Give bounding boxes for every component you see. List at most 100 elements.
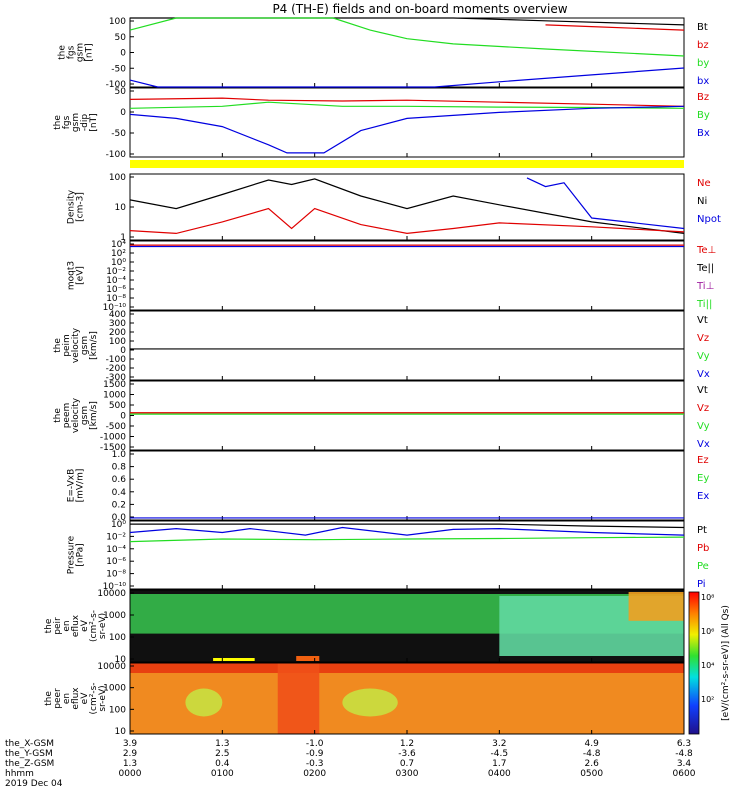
y-tick-label: 0 [120, 346, 126, 356]
y-axis-label: thepeirenefluxeV(cm²-s-sr-eV) [44, 610, 108, 642]
legend-entry: Pt [697, 525, 707, 536]
legend-entry: Te⊥ [696, 245, 716, 256]
y-axis-label-line: (cm²-s- [89, 610, 99, 642]
ephemeris-value: 0600 [673, 769, 696, 779]
ephemeris-value: 0.7 [400, 759, 414, 769]
y-tick-label: 1000 [103, 684, 126, 694]
y-axis-label-line: en [62, 620, 72, 631]
y-axis-label-line: eV [80, 619, 90, 632]
y-tick-label: -50 [111, 129, 126, 139]
y-axis-label: thepeimvelocitygsm[km/s] [53, 327, 99, 363]
ephemeris-value: -3.6 [398, 749, 416, 759]
legend-entry: Ti|| [696, 299, 712, 310]
y-tick-label: 10⁻⁶ [106, 285, 126, 295]
y-axis-label-line: eflux [71, 687, 81, 710]
y-axis-label: Density[cm-3] [67, 189, 86, 224]
y-tick-label: 1000 [103, 391, 126, 401]
peer-spectrogram-top [130, 663, 684, 673]
date-label: 2019 Dec 04 [5, 779, 63, 789]
y-axis-label-line: sr-eV) [98, 685, 108, 711]
y-axis-label-line: peem [62, 403, 72, 429]
y-tick-label: 10⁴ [111, 240, 126, 250]
y-axis-label-line: the [44, 691, 54, 706]
y-axis-label-line: Density [67, 189, 77, 224]
legend-entry: Pi [697, 579, 706, 590]
y-axis-label-line: [nT] [89, 113, 99, 131]
y-tick-label: -100 [106, 355, 127, 365]
y-axis-label: thepeemvelocitygsm[km/s] [53, 397, 99, 433]
panels-group: thefgsgsm[nT]100500-50-100Btbzbybxthefgs… [44, 17, 731, 737]
peir-low-energy-mark [213, 658, 255, 661]
series-line-pressure-Pi [129, 526, 685, 536]
y-tick-label: 10 [115, 655, 127, 665]
colorbar-tick-label: 10⁸ [701, 593, 714, 602]
ephemeris-value: -1.0 [306, 739, 324, 749]
y-tick-label: 1.0 [112, 450, 127, 460]
ephemeris-table: the_X-GSMthe_Y-GSMthe_Z-GSMhhmm3.92.91.3… [5, 739, 696, 789]
y-axis-label-line: [km/s] [89, 331, 99, 360]
ephemeris-value: 3.4 [677, 759, 692, 769]
ephemeris-row-label: the_X-GSM [5, 739, 54, 749]
y-axis-label-line: [nT] [85, 43, 95, 61]
y-tick-label: 10⁰ [111, 258, 126, 268]
y-tick-label: -1500 [100, 443, 126, 453]
legend-entry: Ti⊥ [696, 281, 714, 292]
panel-frame-efield [129, 450, 685, 521]
y-tick-label: 50 [115, 33, 127, 43]
ephemeris-value: 2.6 [585, 759, 600, 769]
y-axis-label-line: gsm [76, 43, 86, 62]
y-tick-label: 10 [115, 727, 127, 737]
y-axis-label-line: the [53, 408, 63, 423]
y-tick-label: 0.4 [112, 488, 127, 498]
y-axis-label-line: the [53, 115, 63, 130]
y-tick-label: 200 [109, 328, 126, 338]
ephemeris-value: 2.5 [215, 749, 229, 759]
legend-entry: By [697, 110, 710, 121]
ephemeris-row-label: the_Z-GSM [5, 759, 54, 769]
ephemeris-value: 0500 [580, 769, 603, 779]
y-axis-label-line: E=-VxB [67, 469, 77, 503]
panel-frame-peem-velocity [129, 380, 685, 451]
y-tick-label: -200 [106, 364, 127, 374]
series-line-pressure-Pt [130, 523, 685, 529]
y-axis-label-line: sr-eV) [98, 613, 108, 639]
series-line-density-Ni [129, 178, 685, 234]
y-tick-label: 10⁻² [106, 267, 126, 277]
y-axis-label-line: [cm-3] [76, 192, 86, 222]
y-axis-label-line: peer [53, 688, 63, 709]
y-tick-label: 10⁻¹⁰ [103, 582, 127, 592]
colorbar-gradient [688, 591, 700, 735]
y-tick-label: -50 [111, 64, 126, 74]
y-tick-label: 400 [109, 310, 126, 320]
y-tick-label: 10² [111, 249, 126, 259]
y-axis-label-line: fgs [67, 45, 77, 59]
ephemeris-value: 1.2 [400, 739, 414, 749]
ephemeris-value: -0.9 [306, 749, 324, 759]
peer-spectrogram-blob [185, 688, 223, 717]
y-tick-label: 10⁻⁴ [106, 276, 126, 286]
ephemeris-value: 0400 [488, 769, 511, 779]
legend-entry: Vy [697, 421, 710, 432]
y-tick-label: 10⁻² [106, 532, 126, 542]
legend-entry: Ni [697, 196, 707, 207]
legend-entry: Bt [697, 22, 708, 33]
y-axis-label: Pressure[nPa] [67, 535, 86, 574]
spectrogram-colorbar [688, 591, 700, 735]
y-axis-label-line: velocity [71, 397, 81, 433]
y-tick-label: 0.0 [112, 513, 127, 523]
y-tick-label: -500 [106, 422, 127, 432]
legend-entry: bx [697, 76, 709, 87]
legend-entry: Vy [697, 351, 710, 362]
legend-entry: Vt [697, 315, 708, 326]
y-axis-label-line: moqt3 [67, 261, 77, 290]
series-line-fgs-by [129, 17, 685, 57]
peir-low-energy-mark [296, 656, 320, 661]
y-axis-label-line: gsm [80, 406, 90, 425]
y-tick-label: 0.6 [112, 475, 127, 485]
legend-entry: Bx [697, 128, 710, 139]
panel-frame-fgs [129, 17, 685, 88]
ephemeris-value: -0.3 [306, 759, 324, 769]
y-tick-label: -100 [106, 150, 127, 160]
y-axis-label-line: Pressure [67, 535, 77, 574]
